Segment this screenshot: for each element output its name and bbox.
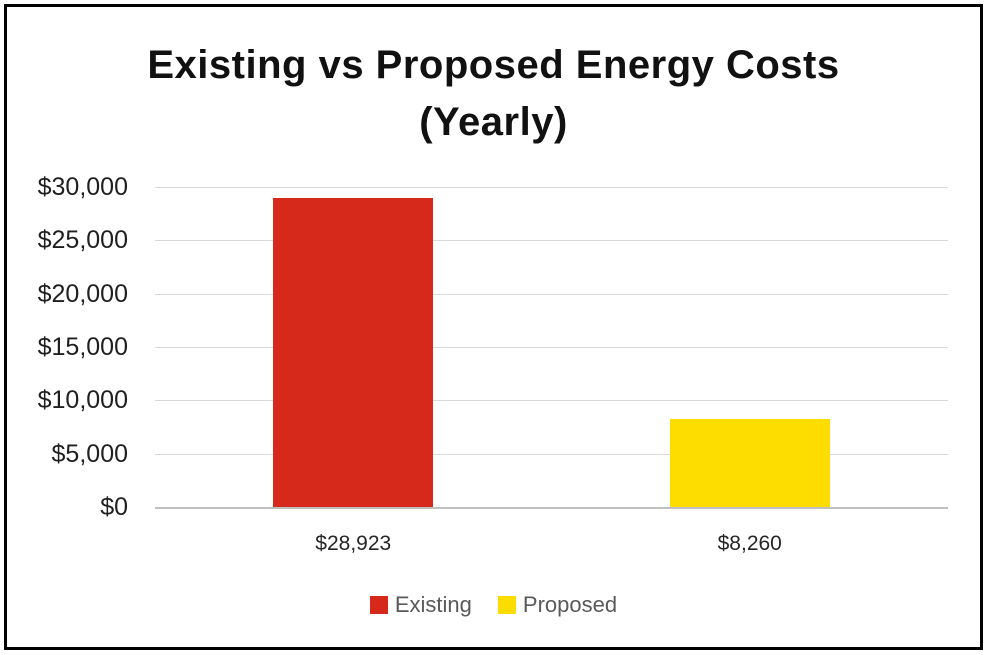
chart-title-line1: Existing vs Proposed Energy Costs <box>147 43 840 87</box>
y-tick-label: $30,000 <box>37 173 128 201</box>
legend-swatch-icon <box>497 596 516 614</box>
bar-value-label: $8,260 <box>717 532 782 555</box>
legend-swatch-icon <box>369 596 388 614</box>
gridline <box>155 293 948 295</box>
bar-existing <box>273 198 434 507</box>
gridline <box>155 347 948 348</box>
x-axis-baseline <box>155 507 948 509</box>
y-tick-label: $0 <box>100 493 128 521</box>
y-tick-label: $15,000 <box>37 333 128 361</box>
y-tick-label: $10,000 <box>37 386 128 415</box>
legend: Existing Proposed <box>7 593 980 617</box>
legend-item-proposed: Proposed <box>497 592 618 617</box>
legend-label: Proposed <box>522 592 618 617</box>
legend-item-existing: Existing <box>369 592 472 617</box>
gridline <box>155 453 948 455</box>
chart-title-line2: (Yearly) <box>419 100 568 144</box>
chart-title: Existing vs Proposed Energy Costs (Yearl… <box>7 37 980 151</box>
bar-value-label: $28,923 <box>315 532 392 555</box>
y-tick-label: $20,000 <box>37 279 128 308</box>
bar-proposed <box>669 419 830 507</box>
legend-label: Existing <box>394 592 472 617</box>
gridline <box>155 400 948 402</box>
plot-area <box>155 187 948 509</box>
y-tick-label: $5,000 <box>51 439 128 468</box>
gridline <box>155 187 948 188</box>
gridline <box>155 240 948 242</box>
y-tick-label: $25,000 <box>37 226 128 255</box>
chart-frame: Existing vs Proposed Energy Costs (Yearl… <box>4 4 983 650</box>
